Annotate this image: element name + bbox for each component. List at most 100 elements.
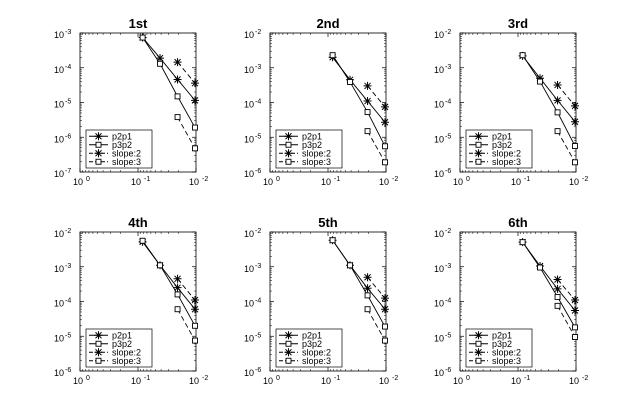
y-tick-label: 10 <box>434 65 444 75</box>
data-point-marker <box>174 114 181 121</box>
legend-marker <box>284 331 293 340</box>
series-slope-2 <box>553 80 580 110</box>
y-tick-label: 10 <box>54 169 64 179</box>
series-slope-3 <box>174 306 198 344</box>
data-point-marker <box>364 109 371 116</box>
y-tick-label: 10 <box>54 299 64 309</box>
data-point-marker <box>364 306 371 313</box>
y-tick-label: 10 <box>244 65 254 75</box>
y-tick-exponent: -5 <box>445 332 451 339</box>
y-tick-label: 10 <box>244 30 254 40</box>
series-line <box>142 240 196 327</box>
data-point-marker <box>139 34 146 41</box>
y-tick-exponent: -2 <box>255 228 261 235</box>
y-tick-exponent: -4 <box>255 298 261 305</box>
data-point-marker <box>553 284 562 293</box>
y-tick-exponent: -3 <box>255 64 261 71</box>
x-tick-exponent: 0 <box>466 375 470 382</box>
y-tick-label: 10 <box>244 100 254 110</box>
y-tick-exponent: -2 <box>65 228 71 235</box>
y-tick-exponent: -2 <box>445 29 451 36</box>
data-point-marker <box>191 305 200 314</box>
y-tick-exponent: -5 <box>65 99 71 106</box>
series-slope-2 <box>173 274 200 305</box>
y-tick-label: 10 <box>434 100 444 110</box>
legend-marker <box>94 348 103 357</box>
y-tick-label: 10 <box>434 333 444 343</box>
data-point-marker <box>381 118 390 127</box>
subplot-title: 1st <box>129 16 148 31</box>
y-tick-label: 10 <box>54 30 64 40</box>
legend-marker <box>95 158 102 165</box>
legend-marker <box>285 158 292 165</box>
legend-label: slope:3 <box>492 356 521 366</box>
legend-label: slope:3 <box>492 157 521 167</box>
x-tick-exponent: -1 <box>334 176 340 183</box>
x-tick-exponent: -1 <box>144 375 150 382</box>
y-tick-label: 10 <box>434 30 444 40</box>
legend-label: slope:2 <box>492 347 521 357</box>
data-point-marker <box>157 262 163 269</box>
data-point-marker <box>571 101 580 110</box>
y-tick-label: 10 <box>54 65 64 75</box>
y-tick-label: 10 <box>434 229 444 239</box>
data-point-marker <box>537 78 543 85</box>
y-tick-exponent: -5 <box>65 332 71 339</box>
subplot-title: 3rd <box>508 16 528 31</box>
y-tick-label: 10 <box>54 134 64 144</box>
series-p3p2 <box>329 237 388 330</box>
x-tick-label: 10 <box>511 376 521 386</box>
y-tick-exponent: -5 <box>255 332 261 339</box>
series-line <box>557 305 576 338</box>
data-point-marker <box>174 291 181 298</box>
data-point-marker <box>364 292 371 299</box>
x-tick-exponent: -2 <box>392 375 398 382</box>
y-tick-exponent: -6 <box>65 367 71 374</box>
legend-marker <box>285 357 292 364</box>
y-tick-exponent: -5 <box>445 133 451 140</box>
data-point-marker <box>174 306 181 313</box>
y-tick-exponent: -6 <box>65 133 71 140</box>
series-line <box>177 308 196 341</box>
y-tick-label: 10 <box>244 169 254 179</box>
y-tick-exponent: -6 <box>445 367 451 374</box>
legend-marker <box>475 340 482 347</box>
series-line <box>367 130 386 163</box>
series-slope-2 <box>173 58 200 88</box>
x-tick-label: 10 <box>321 177 331 187</box>
data-point-marker <box>382 143 388 150</box>
series-line <box>177 61 196 84</box>
series-slope-3 <box>174 114 198 152</box>
y-tick-exponent: -4 <box>65 298 71 305</box>
y-tick-label: 10 <box>434 264 444 274</box>
data-point-marker <box>572 334 578 340</box>
data-point-marker <box>329 237 336 244</box>
legend-marker <box>475 357 482 364</box>
x-tick-label: 10 <box>189 177 199 187</box>
series-line <box>177 278 196 301</box>
y-tick-label: 10 <box>244 368 254 378</box>
x-tick-label: 10 <box>453 376 463 386</box>
legend-label: slope:3 <box>112 356 141 366</box>
data-point-marker <box>363 273 372 282</box>
x-tick-label: 10 <box>453 177 463 187</box>
x-tick-exponent: -1 <box>524 176 530 183</box>
series-slope-3 <box>554 302 578 340</box>
series-line <box>522 55 576 122</box>
legend-marker <box>94 132 103 141</box>
data-point-marker <box>363 97 372 106</box>
x-tick-label: 10 <box>569 177 579 187</box>
x-tick-label: 10 <box>263 177 273 187</box>
legend-label: p2p1 <box>112 131 132 141</box>
series-line <box>557 130 576 163</box>
y-tick-exponent: -3 <box>445 64 451 71</box>
data-point-marker <box>382 159 388 166</box>
series-line <box>332 239 386 310</box>
legend-marker <box>475 158 482 165</box>
y-tick-label: 10 <box>434 134 444 144</box>
